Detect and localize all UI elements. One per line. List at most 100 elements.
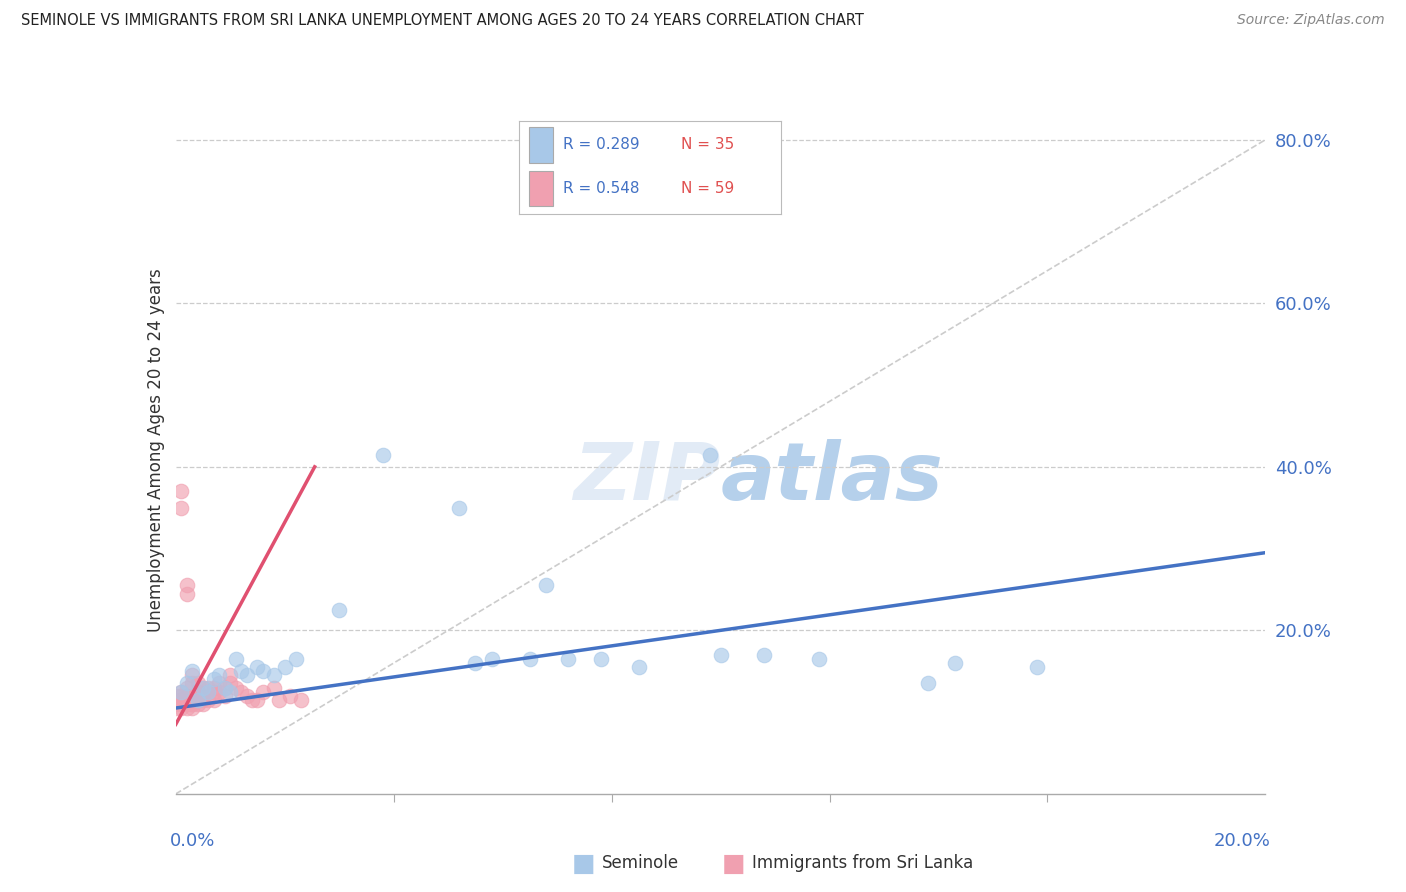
Point xyxy=(191,693,214,707)
Point xyxy=(181,676,204,690)
Point xyxy=(197,693,219,707)
Point xyxy=(710,648,733,662)
Text: Seminole: Seminole xyxy=(602,855,679,872)
Point xyxy=(176,586,198,600)
Point xyxy=(252,664,274,679)
Point xyxy=(165,697,187,711)
Point xyxy=(202,693,225,707)
Point xyxy=(197,684,219,698)
Point xyxy=(202,681,225,695)
Point xyxy=(176,701,198,715)
Point xyxy=(219,676,242,690)
Point xyxy=(219,684,242,698)
Point xyxy=(263,681,285,695)
Point xyxy=(246,693,269,707)
Text: R = 0.548: R = 0.548 xyxy=(564,181,640,196)
Point xyxy=(181,693,204,707)
Point xyxy=(328,603,350,617)
Text: ZIP: ZIP xyxy=(574,439,721,517)
Point xyxy=(186,693,209,707)
Point xyxy=(214,681,236,695)
Text: 20.0%: 20.0% xyxy=(1213,831,1271,850)
Point xyxy=(181,701,204,715)
Point xyxy=(246,660,269,674)
Point xyxy=(170,697,193,711)
Bar xyxy=(530,128,553,162)
Point xyxy=(235,689,257,703)
Point xyxy=(170,684,193,698)
Text: N = 59: N = 59 xyxy=(681,181,734,196)
Point xyxy=(481,652,503,666)
Point xyxy=(186,693,209,707)
Point xyxy=(231,664,253,679)
Point xyxy=(464,656,486,670)
Point xyxy=(534,578,557,592)
Point xyxy=(191,697,214,711)
Point xyxy=(754,648,776,662)
Point xyxy=(557,652,579,666)
Point xyxy=(170,684,193,698)
Point xyxy=(165,693,187,707)
Point xyxy=(219,668,242,682)
Point xyxy=(176,676,198,690)
Point xyxy=(208,668,231,682)
Bar xyxy=(530,171,553,206)
Text: N = 35: N = 35 xyxy=(681,137,734,153)
Point xyxy=(176,681,198,695)
Point xyxy=(274,660,297,674)
Point xyxy=(186,676,209,690)
Point xyxy=(186,697,209,711)
Point xyxy=(807,652,830,666)
Point xyxy=(290,693,312,707)
Text: R = 0.289: R = 0.289 xyxy=(564,137,640,153)
Point xyxy=(170,689,193,703)
Point xyxy=(917,676,939,690)
Point xyxy=(278,689,301,703)
Point xyxy=(202,673,225,687)
Point xyxy=(371,448,394,462)
Point xyxy=(176,578,198,592)
Point xyxy=(170,693,193,707)
Point xyxy=(181,697,204,711)
Point xyxy=(235,668,257,682)
Point xyxy=(627,660,650,674)
Point xyxy=(1025,660,1047,674)
Point xyxy=(176,693,198,707)
Point xyxy=(165,689,187,703)
Text: Source: ZipAtlas.com: Source: ZipAtlas.com xyxy=(1237,13,1385,28)
Point xyxy=(197,681,219,695)
Point xyxy=(197,684,219,698)
Point xyxy=(170,500,193,515)
Point xyxy=(186,684,209,698)
Point xyxy=(263,668,285,682)
Point xyxy=(170,484,193,499)
Point xyxy=(589,652,612,666)
Point xyxy=(269,693,291,707)
Point xyxy=(186,684,209,698)
Point xyxy=(181,664,204,679)
Text: ■: ■ xyxy=(572,852,595,875)
Point xyxy=(519,652,541,666)
Point xyxy=(284,652,307,666)
Point xyxy=(181,668,204,682)
Point xyxy=(225,681,247,695)
Text: 0.0%: 0.0% xyxy=(170,831,215,850)
Text: ■: ■ xyxy=(723,852,745,875)
Point xyxy=(191,681,214,695)
Point xyxy=(214,689,236,703)
Point xyxy=(176,689,198,703)
Point xyxy=(214,681,236,695)
Point xyxy=(225,652,247,666)
Point xyxy=(447,500,470,515)
Point xyxy=(191,681,214,695)
Point xyxy=(208,676,231,690)
Text: atlas: atlas xyxy=(721,439,943,517)
Text: Immigrants from Sri Lanka: Immigrants from Sri Lanka xyxy=(752,855,973,872)
Point xyxy=(176,697,198,711)
Text: SEMINOLE VS IMMIGRANTS FROM SRI LANKA UNEMPLOYMENT AMONG AGES 20 TO 24 YEARS COR: SEMINOLE VS IMMIGRANTS FROM SRI LANKA UN… xyxy=(21,13,863,29)
Point xyxy=(176,693,198,707)
Point xyxy=(165,701,187,715)
Point xyxy=(186,693,209,707)
Point xyxy=(181,697,204,711)
Point xyxy=(699,448,721,462)
